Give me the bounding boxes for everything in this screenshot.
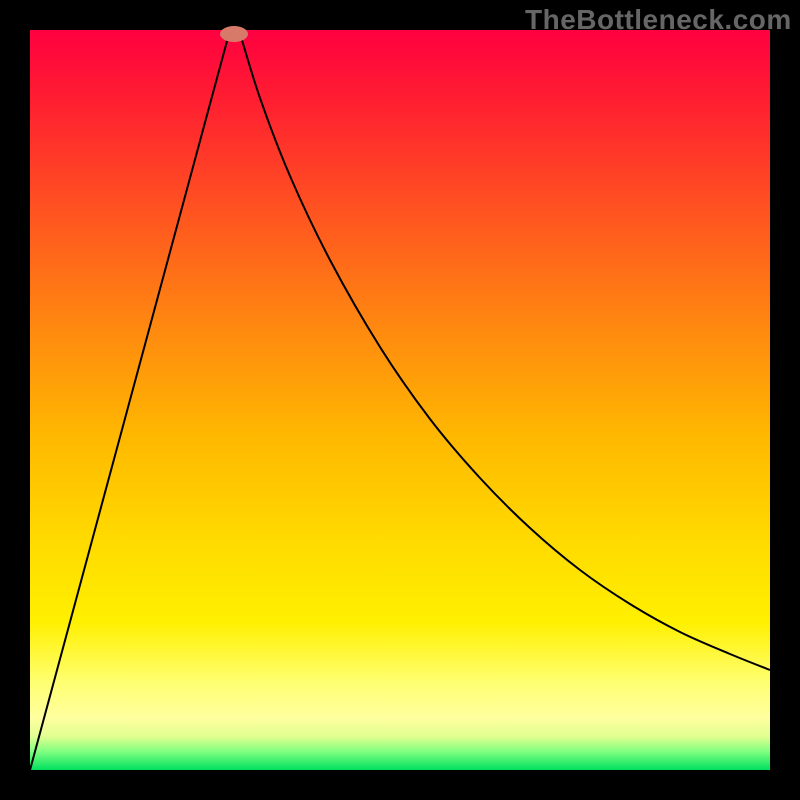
chart-container: TheBottleneck.com: [0, 0, 800, 800]
plot-area: [30, 30, 770, 770]
optimal-point-marker: [220, 26, 248, 42]
watermark-text: TheBottleneck.com: [525, 4, 792, 36]
plot-svg: [30, 30, 770, 770]
gradient-background: [30, 30, 770, 770]
